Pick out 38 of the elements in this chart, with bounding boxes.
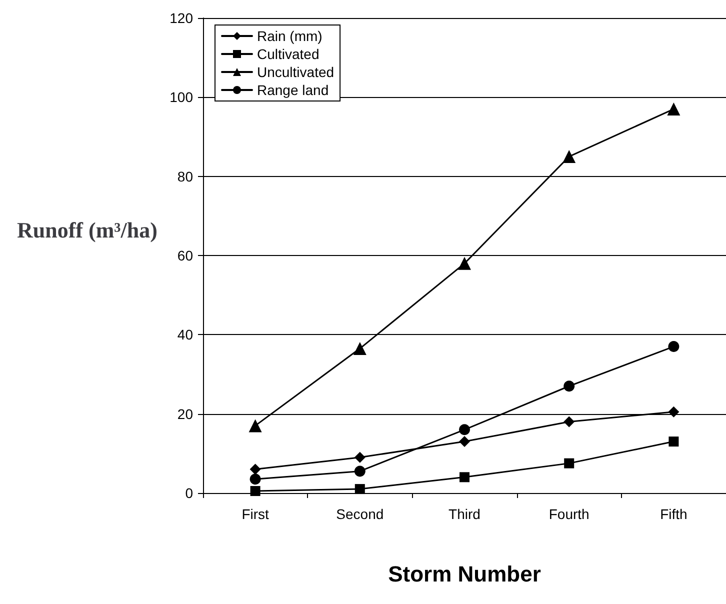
point xyxy=(460,472,470,482)
point xyxy=(668,341,680,352)
x-tick-label: Fourth xyxy=(548,506,590,522)
legend-label: Rain (mm) xyxy=(257,28,322,44)
point xyxy=(354,466,366,477)
point xyxy=(564,380,575,392)
y-tick-label: 120 xyxy=(170,10,194,26)
y-tick-label: 80 xyxy=(177,168,194,184)
point xyxy=(250,464,261,475)
point xyxy=(668,406,680,418)
y-tick-label: 100 xyxy=(170,89,194,106)
x-tick-label: Fifth xyxy=(660,506,688,522)
point xyxy=(667,102,680,116)
x-tick-label: First xyxy=(242,506,270,522)
point xyxy=(354,484,365,494)
point xyxy=(564,416,575,428)
legend-label: Cultivated xyxy=(257,46,320,62)
point xyxy=(250,486,260,496)
legend-label: Range land xyxy=(257,82,329,98)
y-tick-label: 20 xyxy=(177,406,194,422)
y-tick-label: 0 xyxy=(185,485,194,501)
point xyxy=(250,474,261,485)
point xyxy=(353,342,366,356)
point xyxy=(459,436,470,448)
x-tick-label: Second xyxy=(336,506,384,522)
x-axis-title: Storm Number xyxy=(388,562,542,586)
y-tick-label: 40 xyxy=(177,326,194,343)
point xyxy=(668,436,679,447)
point xyxy=(354,452,366,463)
x-tick-label: Third xyxy=(448,506,480,522)
point xyxy=(562,150,576,164)
point xyxy=(458,256,471,270)
y-tick-label: 60 xyxy=(177,248,194,264)
point xyxy=(459,424,470,436)
y-axis-title: Runoff (m³/ha) xyxy=(17,218,158,242)
point xyxy=(248,419,262,432)
legend-label: Uncultivated xyxy=(257,64,334,80)
point xyxy=(564,458,574,468)
